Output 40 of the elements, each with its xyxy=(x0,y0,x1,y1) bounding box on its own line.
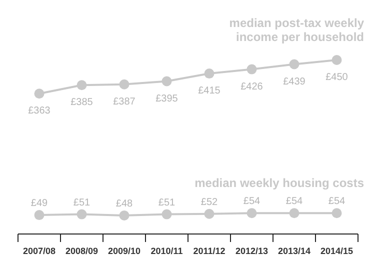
point xyxy=(76,80,87,90)
data-label: £54 xyxy=(328,196,346,208)
point xyxy=(162,76,172,86)
point xyxy=(162,209,172,220)
point xyxy=(119,210,130,220)
point xyxy=(332,55,342,65)
data-label: £415 xyxy=(198,86,221,97)
point xyxy=(34,88,44,99)
x-tick-label: 2012/13 xyxy=(235,246,268,256)
x-tick-label: 2008/09 xyxy=(65,246,98,256)
x-tick-label: 2011/12 xyxy=(193,246,226,256)
point xyxy=(204,68,214,79)
data-label: £54 xyxy=(243,196,261,208)
x-tick-label: 2014/15 xyxy=(320,246,354,256)
x-tick-label: 2013/14 xyxy=(278,246,311,256)
data-label: £51 xyxy=(73,197,91,208)
point xyxy=(246,208,257,218)
x-tick-label: 2007/08 xyxy=(22,246,56,256)
data-label: £54 xyxy=(286,196,304,208)
point xyxy=(246,64,257,74)
data-label: £395 xyxy=(156,93,178,104)
point xyxy=(289,208,300,218)
data-label: £450 xyxy=(326,72,348,83)
x-tick-label: 2010/11 xyxy=(150,246,183,256)
data-label: £52 xyxy=(200,196,218,208)
point xyxy=(204,208,214,219)
data-label: £439 xyxy=(283,76,306,88)
x-tick-label: 2009/10 xyxy=(108,246,141,256)
data-label: £426 xyxy=(240,81,264,92)
data-label: £48 xyxy=(116,198,134,210)
data-label: £49 xyxy=(30,198,48,210)
point xyxy=(34,210,44,220)
point xyxy=(289,59,300,70)
point xyxy=(76,209,87,220)
data-label: £385 xyxy=(70,97,94,108)
data-label: £363 xyxy=(28,106,51,117)
data-label: £51 xyxy=(158,197,176,208)
data-label: £387 xyxy=(113,96,136,108)
point xyxy=(119,79,130,90)
point xyxy=(332,208,342,218)
